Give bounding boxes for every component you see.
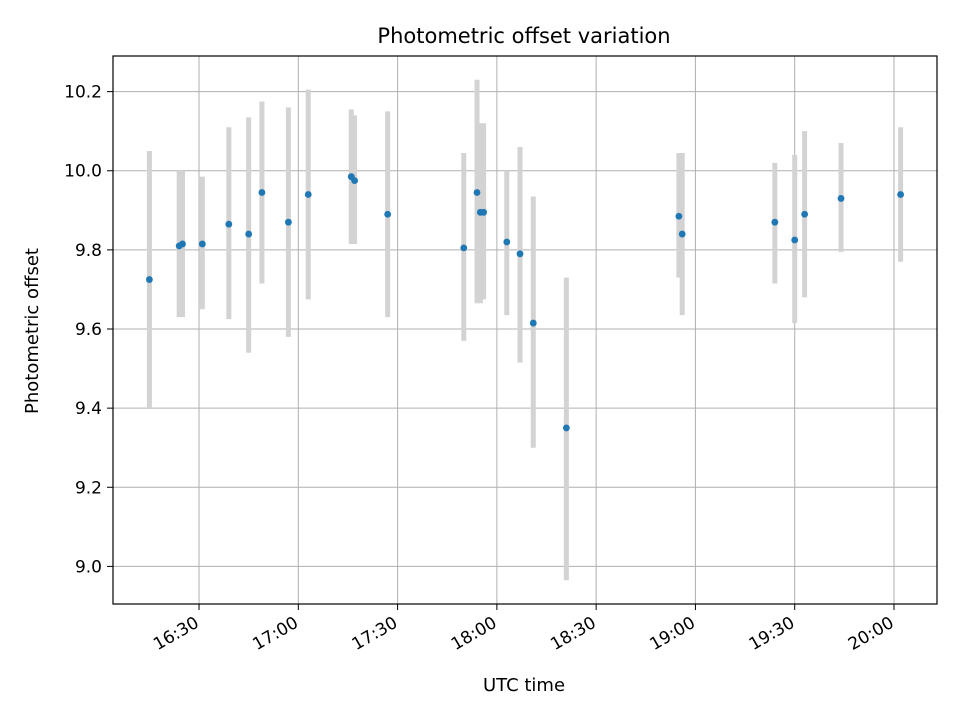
- y-axis-title: Photometric offset: [22, 248, 43, 414]
- data-point: [258, 189, 266, 196]
- x-axis-title: UTC time: [483, 675, 565, 696]
- data-point: [801, 210, 809, 218]
- y-tick-label: 9.2: [75, 478, 102, 498]
- data-point: [480, 208, 488, 216]
- data-point: [529, 319, 537, 327]
- data-point: [771, 218, 779, 226]
- data-point: [198, 240, 206, 248]
- data-point: [791, 236, 799, 244]
- data-point: [473, 189, 481, 196]
- data-point: [678, 230, 686, 238]
- data-point: [225, 220, 233, 228]
- y-tick-label: 9.4: [75, 399, 102, 419]
- y-tick-label: 10.2: [64, 83, 102, 103]
- data-point: [146, 276, 153, 283]
- data-point: [284, 218, 292, 226]
- data-point: [245, 230, 253, 238]
- y-tick-label: 9.0: [75, 557, 102, 577]
- data-point: [503, 238, 511, 246]
- data-point: [179, 240, 186, 248]
- data-point: [351, 177, 358, 185]
- y-tick-label: 9.8: [75, 241, 102, 261]
- chart-title: Photometric offset variation: [377, 24, 670, 48]
- data-point: [837, 195, 845, 202]
- y-tick-label: 10.0: [64, 162, 102, 182]
- data-point: [304, 191, 312, 198]
- data-point: [384, 210, 392, 218]
- data-point: [675, 212, 683, 220]
- data-point: [562, 424, 570, 432]
- plot-frame: [112, 55, 938, 605]
- y-tick-label: 9.6: [75, 320, 102, 340]
- data-point: [897, 191, 904, 198]
- data-point: [460, 244, 468, 252]
- data-points: [146, 173, 904, 432]
- data-point: [516, 250, 524, 258]
